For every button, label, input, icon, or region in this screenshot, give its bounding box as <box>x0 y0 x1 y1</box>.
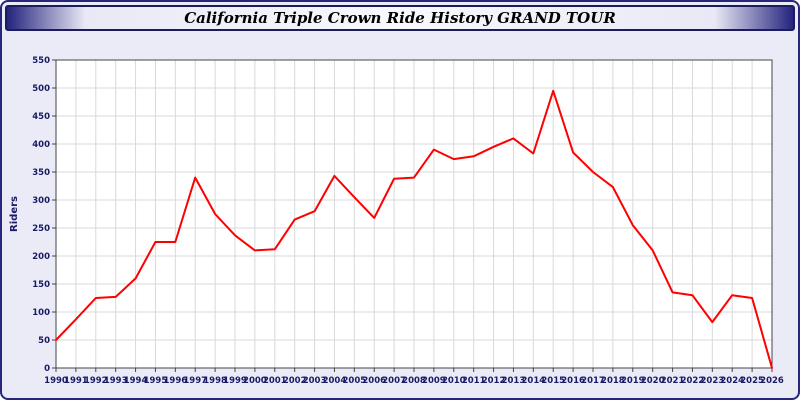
svg-text:50: 50 <box>38 336 50 346</box>
svg-text:2020: 2020 <box>641 376 665 386</box>
line-chart: 0501001502002503003504004505005501990199… <box>9 56 784 386</box>
svg-text:1996: 1996 <box>163 376 187 386</box>
chart-title: California Triple Crown Ride History GRA… <box>184 9 616 27</box>
svg-text:550: 550 <box>32 56 50 66</box>
svg-text:2009: 2009 <box>422 376 446 386</box>
svg-text:2004: 2004 <box>323 376 347 386</box>
svg-text:400: 400 <box>32 140 50 150</box>
svg-text:2012: 2012 <box>482 376 506 386</box>
svg-text:450: 450 <box>32 112 50 122</box>
svg-text:1999: 1999 <box>223 376 247 386</box>
svg-text:100: 100 <box>32 308 50 318</box>
svg-text:500: 500 <box>32 84 50 94</box>
svg-text:2005: 2005 <box>342 376 366 386</box>
svg-text:350: 350 <box>32 168 50 178</box>
svg-text:2001: 2001 <box>263 376 287 386</box>
svg-text:150: 150 <box>32 280 50 290</box>
svg-text:2013: 2013 <box>502 376 526 386</box>
svg-text:0: 0 <box>44 364 50 374</box>
svg-text:2017: 2017 <box>581 376 605 386</box>
svg-text:2019: 2019 <box>621 376 645 386</box>
svg-text:2021: 2021 <box>661 376 685 386</box>
svg-text:Riders: Riders <box>9 196 20 232</box>
svg-text:1991: 1991 <box>64 376 88 386</box>
svg-text:2026: 2026 <box>760 376 784 386</box>
svg-text:200: 200 <box>32 252 50 262</box>
svg-text:1995: 1995 <box>144 376 168 386</box>
svg-text:2006: 2006 <box>362 376 386 386</box>
svg-text:1993: 1993 <box>104 376 128 386</box>
svg-text:2002: 2002 <box>283 376 307 386</box>
svg-text:2023: 2023 <box>700 376 724 386</box>
svg-text:2007: 2007 <box>382 376 406 386</box>
svg-text:2014: 2014 <box>521 376 545 386</box>
svg-text:2000: 2000 <box>243 376 267 386</box>
svg-text:2010: 2010 <box>442 376 466 386</box>
chart-panel: 0 50 100 150 200 250 300 350 400 450 500 550 1990 199… <box>6 46 794 396</box>
svg-text:2015: 2015 <box>541 376 565 386</box>
svg-text:1990: 1990 <box>44 376 68 386</box>
svg-text:1997: 1997 <box>183 376 207 386</box>
svg-text:2008: 2008 <box>402 376 426 386</box>
svg-text:2018: 2018 <box>601 376 625 386</box>
svg-text:2016: 2016 <box>561 376 585 386</box>
svg-text:1998: 1998 <box>203 376 227 386</box>
svg-text:2025: 2025 <box>740 376 764 386</box>
svg-text:1992: 1992 <box>84 376 108 386</box>
svg-text:2022: 2022 <box>681 376 705 386</box>
svg-text:2011: 2011 <box>462 376 486 386</box>
svg-text:300: 300 <box>32 196 50 206</box>
svg-text:2024: 2024 <box>720 376 744 386</box>
svg-text:2003: 2003 <box>303 376 327 386</box>
title-bar: California Triple Crown Ride History GRA… <box>5 5 795 31</box>
svg-text:250: 250 <box>32 224 50 234</box>
svg-text:1994: 1994 <box>124 376 148 386</box>
